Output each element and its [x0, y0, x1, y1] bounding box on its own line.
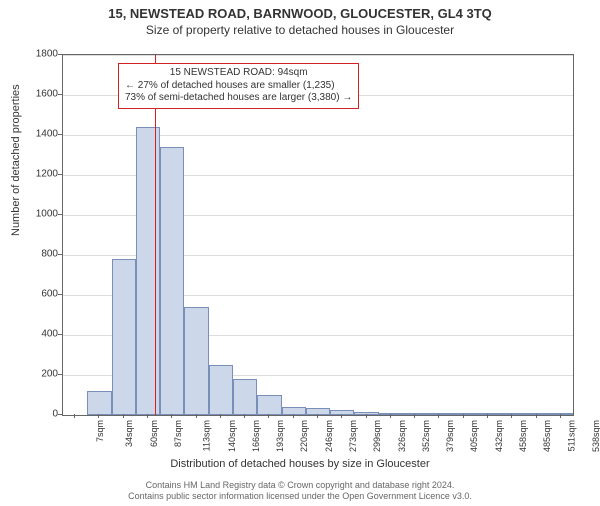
x-tick-label: 60sqm	[149, 420, 159, 447]
y-tick-label: 1800	[28, 49, 58, 60]
annotation-box: 15 NEWSTEAD ROAD: 94sqm← 27% of detached…	[118, 63, 359, 109]
x-tick-mark	[366, 414, 367, 418]
x-tick-mark	[414, 414, 415, 418]
histogram-bar	[452, 413, 476, 415]
x-tick-label: 193sqm	[275, 420, 285, 452]
x-tick-mark	[536, 414, 537, 418]
histogram-bar	[112, 259, 136, 415]
attribution-line2: Contains public sector information licen…	[0, 491, 600, 502]
chart-subtitle: Size of property relative to detached ho…	[0, 23, 600, 37]
histogram-bar	[209, 365, 233, 415]
histogram-bar	[282, 407, 306, 415]
y-tick-mark	[58, 54, 62, 55]
grid-line	[63, 55, 573, 56]
x-tick-label: 405sqm	[469, 420, 479, 452]
histogram-bar	[354, 412, 378, 415]
x-tick-mark	[268, 414, 269, 418]
x-tick-label: 511sqm	[566, 420, 576, 451]
x-tick-label: 326sqm	[397, 420, 407, 452]
x-tick-label: 379sqm	[445, 420, 455, 452]
histogram-bar	[87, 391, 111, 415]
x-tick-label: 34sqm	[124, 420, 134, 447]
histogram-bar	[379, 413, 403, 415]
y-tick-mark	[58, 254, 62, 255]
x-tick-label: 166sqm	[251, 420, 261, 452]
x-tick-mark	[293, 414, 294, 418]
plot-area: 15 NEWSTEAD ROAD: 94sqm← 27% of detached…	[62, 54, 574, 416]
y-tick-label: 800	[28, 249, 58, 260]
x-tick-label: 87sqm	[173, 420, 183, 447]
x-tick-mark	[438, 414, 439, 418]
histogram-bar	[330, 410, 354, 415]
x-tick-label: 273sqm	[348, 420, 358, 452]
x-tick-mark	[560, 414, 561, 418]
histogram-bar	[500, 413, 524, 415]
x-tick-mark	[220, 414, 221, 418]
attribution: Contains HM Land Registry data © Crown c…	[0, 480, 600, 502]
y-tick-label: 1000	[28, 209, 58, 220]
y-tick-mark	[58, 94, 62, 95]
annotation-line1: 15 NEWSTEAD ROAD: 94sqm	[125, 67, 352, 80]
histogram-bar	[184, 307, 208, 415]
x-tick-label: 485sqm	[542, 420, 552, 452]
histogram-bar	[427, 413, 451, 415]
histogram-bar	[257, 395, 281, 415]
chart-container: 15, NEWSTEAD ROAD, BARNWOOD, GLOUCESTER,…	[0, 6, 600, 506]
y-tick-mark	[58, 134, 62, 135]
y-tick-label: 400	[28, 329, 58, 340]
x-tick-mark	[98, 414, 99, 418]
annotation-line3: 73% of semi-detached houses are larger (…	[125, 92, 352, 105]
x-tick-label: 113sqm	[202, 420, 212, 451]
y-tick-mark	[58, 174, 62, 175]
annotation-line2: ← 27% of detached houses are smaller (1,…	[125, 80, 352, 93]
x-tick-label: 458sqm	[518, 420, 528, 452]
y-tick-label: 1400	[28, 129, 58, 140]
y-tick-label: 0	[28, 409, 58, 420]
y-axis-label: Number of detached properties	[10, 84, 22, 236]
y-tick-label: 200	[28, 369, 58, 380]
histogram-bar	[549, 413, 573, 415]
x-tick-mark	[196, 414, 197, 418]
y-tick-label: 600	[28, 289, 58, 300]
x-tick-mark	[171, 414, 172, 418]
x-tick-label: 220sqm	[299, 420, 309, 452]
x-tick-mark	[463, 414, 464, 418]
x-tick-label: 352sqm	[421, 420, 431, 452]
x-tick-mark	[390, 414, 391, 418]
attribution-line1: Contains HM Land Registry data © Crown c…	[0, 480, 600, 491]
x-tick-mark	[341, 414, 342, 418]
x-tick-mark	[511, 414, 512, 418]
x-tick-label: 299sqm	[372, 420, 382, 452]
y-tick-mark	[58, 334, 62, 335]
histogram-bar	[403, 413, 427, 415]
x-tick-mark	[317, 414, 318, 418]
x-tick-mark	[123, 414, 124, 418]
y-tick-mark	[58, 294, 62, 295]
x-tick-label: 432sqm	[494, 420, 504, 452]
y-tick-label: 1200	[28, 169, 58, 180]
x-tick-label: 246sqm	[324, 420, 334, 452]
histogram-bar	[524, 413, 548, 415]
x-tick-mark	[147, 414, 148, 418]
y-tick-label: 1600	[28, 89, 58, 100]
histogram-bar	[160, 147, 184, 415]
x-tick-label: 538sqm	[591, 420, 600, 452]
y-tick-mark	[58, 374, 62, 375]
y-tick-mark	[58, 414, 62, 415]
x-axis-label: Distribution of detached houses by size …	[0, 458, 600, 470]
x-tick-mark	[244, 414, 245, 418]
chart-title: 15, NEWSTEAD ROAD, BARNWOOD, GLOUCESTER,…	[0, 6, 600, 21]
y-tick-mark	[58, 214, 62, 215]
histogram-bar	[233, 379, 257, 415]
x-tick-label: 7sqm	[95, 420, 105, 442]
marker-line	[155, 55, 156, 415]
histogram-bar	[136, 127, 160, 415]
x-tick-mark	[487, 414, 488, 418]
x-tick-mark	[74, 414, 75, 418]
x-tick-label: 140sqm	[227, 420, 237, 452]
